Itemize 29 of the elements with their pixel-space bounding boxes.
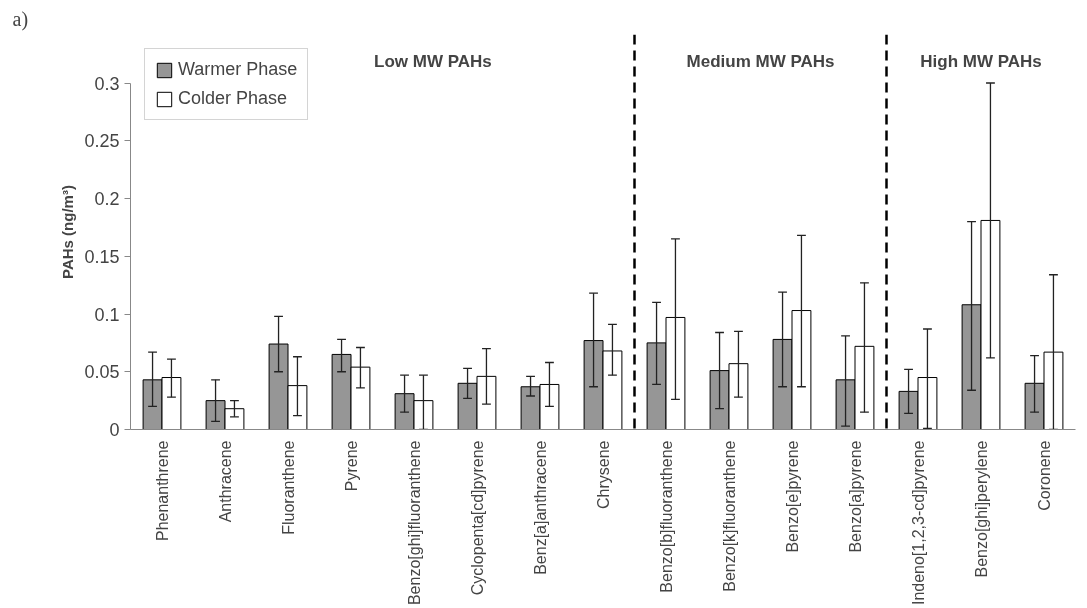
y-tick-label: 0: [109, 420, 120, 440]
x-tick-label: Benzo[b]fluoranthene: [657, 440, 675, 593]
x-tick-label: Pyrene: [342, 440, 360, 492]
text: a): [12, 7, 29, 31]
x-tick-label: Benzo[ghi]perylene: [972, 440, 990, 578]
y-tick-label: 0.3: [94, 73, 120, 94]
x-tick-label: Benzo[a]pyrene: [846, 440, 864, 553]
y-tick-label: 0.1: [94, 304, 120, 325]
x-tick-label: Chrysene: [594, 440, 612, 509]
x-tick-label: Benz[a]anthracene: [531, 440, 549, 575]
text: High MW PAHs: [920, 52, 1042, 72]
x-tick-label: Phenanthrene: [153, 440, 171, 542]
legend-label: Colder Phase: [178, 88, 288, 109]
x-tick-label: Benzo[ghi]fluoranthene: [405, 440, 423, 606]
y-tick-label: 0.25: [84, 131, 120, 152]
x-tick-label: Fluoranthene: [279, 440, 297, 535]
x-tick-label: Benzo[e]pyrene: [783, 440, 801, 553]
x-tick-label: Cyclopenta[cd]pyrene: [468, 440, 486, 596]
text: Low MW PAHs: [374, 52, 492, 72]
y-axis-title: PAHs (ng/m³): [59, 185, 77, 279]
y-tick-label: 0.05: [84, 362, 120, 383]
y-tick-label: 0.15: [84, 246, 120, 267]
x-tick-label: Benzo[k]fluoranthene: [720, 440, 738, 592]
text: Medium MW PAHs: [686, 52, 835, 72]
y-tick-label: 0.2: [94, 189, 120, 210]
legend-label: Warmer Phase: [178, 59, 298, 80]
x-tick-label: Anthracene: [216, 440, 234, 523]
x-tick-label: Coronene: [1035, 440, 1053, 511]
x-tick-label: Indeno[1,2,3-cd]pyrene: [909, 440, 927, 606]
